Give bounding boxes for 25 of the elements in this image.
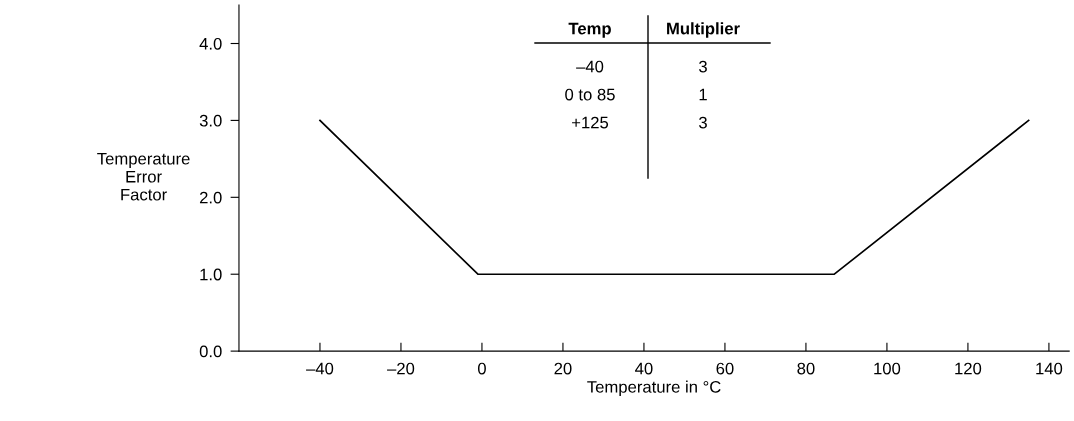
x-tick-label: 60 — [716, 362, 734, 375]
x-tick-label: 0 — [477, 362, 486, 375]
annotation: –40 — [576, 60, 604, 73]
x-tick-label: 120 — [955, 362, 982, 375]
annotation: Temp — [568, 22, 611, 38]
x-tick-label: –40 — [306, 362, 334, 375]
x-tick-label: –20 — [387, 362, 415, 375]
y-tick-label: 4.0 — [199, 37, 222, 50]
annotation: 3 — [699, 60, 707, 73]
annotation: 0 to 85 — [565, 88, 615, 101]
annotation: 3 — [699, 116, 707, 129]
x-axis-title: Temperature in °C — [587, 380, 721, 397]
x-tick-label: 20 — [554, 362, 572, 375]
x-tick-label: 100 — [874, 362, 901, 375]
annotation: Multiplier — [667, 22, 740, 38]
y-tick-label: 2.0 — [199, 191, 222, 204]
x-tick-label: 80 — [797, 362, 815, 375]
x-tick-label: 140 — [1036, 362, 1063, 375]
y-tick-label: 3.0 — [199, 114, 222, 127]
x-tick-label: 40 — [635, 362, 653, 375]
annotation: 1 — [699, 88, 707, 101]
y-tick-label: 1.0 — [200, 268, 222, 281]
y-tick-label: 0.0 — [199, 345, 222, 358]
annotation: +125 — [572, 116, 609, 129]
y-axis-title: Temperature Error Factor — [97, 152, 190, 201]
